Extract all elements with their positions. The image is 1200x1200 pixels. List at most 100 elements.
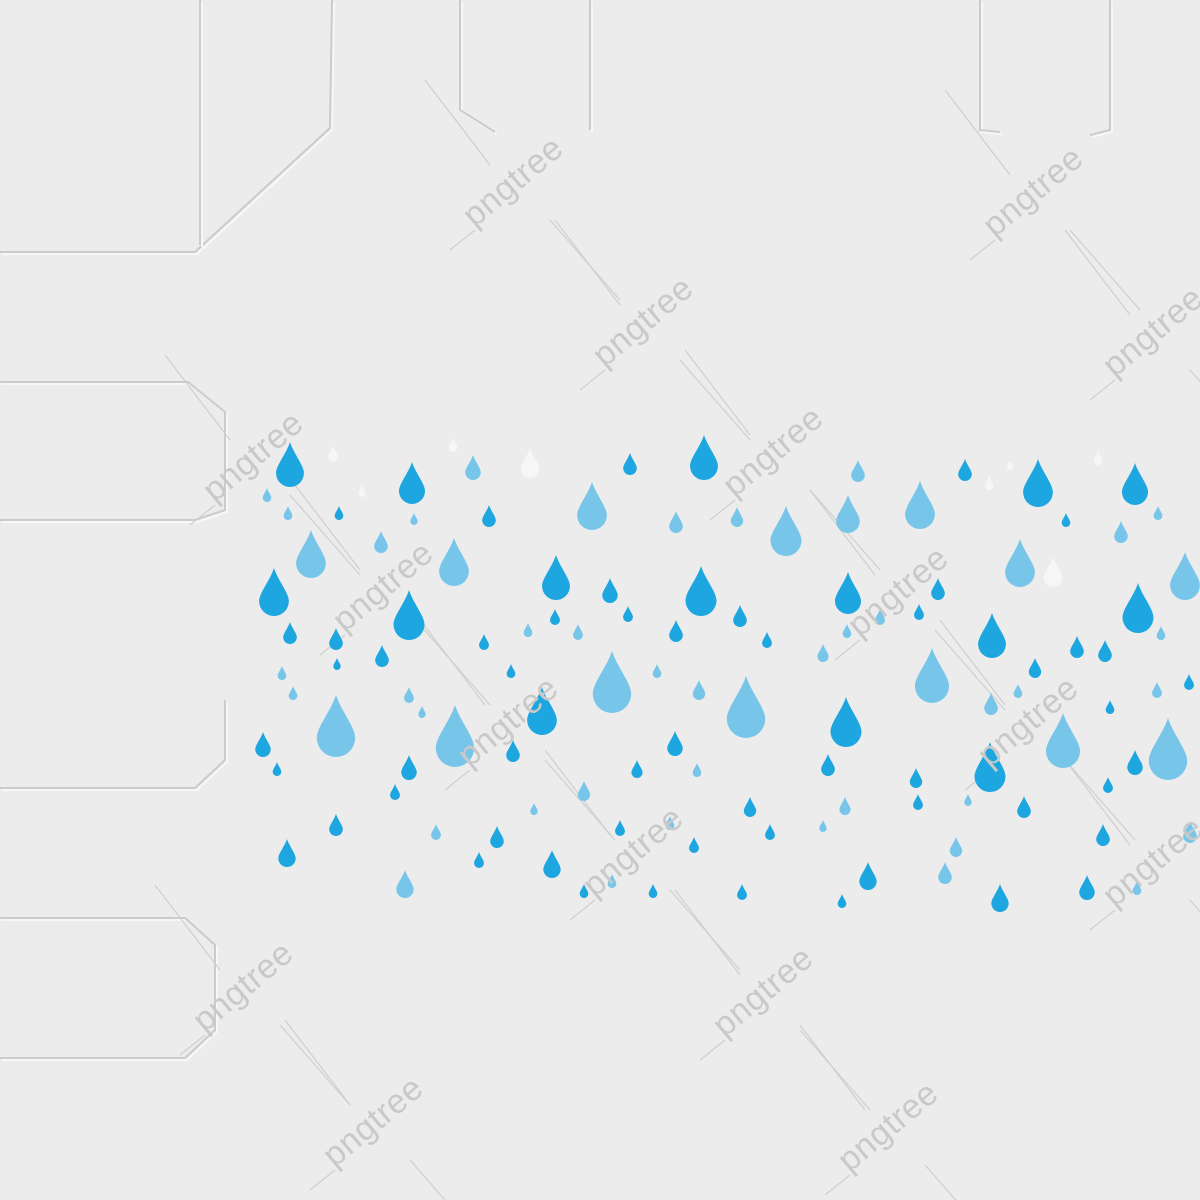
raindrop (431, 824, 441, 840)
raindrop (909, 768, 923, 788)
raindrop (607, 874, 617, 888)
raindrop (964, 794, 972, 806)
raindrop (623, 606, 633, 622)
raindrop (276, 442, 304, 487)
raindrop (573, 624, 583, 640)
raindrop (1156, 626, 1166, 640)
raindrop (1132, 881, 1142, 895)
watermark-line (939, 619, 1006, 706)
watermark-line (409, 1159, 446, 1200)
panel-frame-line (0, 0, 333, 253)
watermark-line (294, 484, 361, 571)
watermark-line (1089, 909, 1116, 931)
raindrop (474, 852, 484, 868)
raindrop (1023, 459, 1053, 507)
raindrop (830, 697, 862, 747)
raindrop (733, 605, 747, 627)
raindrop (905, 481, 935, 529)
raindrop (690, 435, 718, 481)
raindrop (834, 572, 862, 614)
raindrop (418, 706, 426, 718)
raindrop (978, 613, 1006, 658)
raindrop (1152, 682, 1162, 698)
panel-frame-highlight (2, 702, 228, 791)
raindrop (374, 531, 388, 553)
raindrop (837, 894, 847, 908)
raindrop (875, 609, 885, 625)
raindrop (393, 590, 425, 640)
raindrop (328, 446, 338, 462)
raindrop (692, 763, 702, 777)
watermark-line (164, 354, 231, 441)
watermark-line (684, 349, 751, 436)
raindrop (836, 495, 860, 533)
watermark-line (1064, 229, 1131, 316)
raindrop (1061, 513, 1071, 527)
watermark-line (944, 89, 1011, 176)
raindrop (396, 870, 414, 898)
raindrop (914, 648, 950, 703)
raindrop (1043, 557, 1063, 588)
watermark-line (1064, 759, 1131, 846)
watermark-line (1064, 759, 1136, 841)
watermark-line (824, 1174, 851, 1196)
raindrop (329, 628, 343, 650)
raindrop (1183, 821, 1197, 843)
raindrop (652, 664, 662, 678)
watermark-line (1089, 379, 1116, 401)
raindrop (259, 568, 289, 616)
raindrop (465, 455, 481, 480)
raindrop (851, 460, 865, 483)
raindrop (1045, 713, 1081, 769)
raindrop (490, 826, 504, 848)
raindrop (974, 742, 1006, 792)
raindrop (283, 622, 297, 644)
watermark-line (279, 1024, 351, 1106)
panel-frame-line (0, 917, 216, 1059)
panel-frame-line (0, 381, 226, 521)
raindrop (1127, 750, 1143, 775)
raindrop (479, 634, 489, 650)
raindrop (623, 453, 637, 475)
watermark-text: pngtree (830, 1074, 945, 1179)
raindrop (949, 837, 963, 857)
raindrop (842, 624, 852, 639)
panel-frame-highlight (2, 383, 228, 523)
raindrop (1013, 684, 1023, 698)
watermark-line (1189, 369, 1200, 383)
watermark-line (1189, 899, 1200, 913)
raindrop (530, 803, 538, 815)
raindrop (579, 884, 589, 898)
raindrop (435, 705, 475, 767)
watermark-line (309, 1169, 336, 1191)
raindrop (520, 448, 540, 478)
raindrop (648, 884, 658, 898)
raindrop (543, 850, 561, 878)
raindrop (550, 609, 560, 625)
watermark-line (284, 1019, 351, 1106)
raindrop (577, 781, 591, 801)
raindrop (1103, 777, 1113, 793)
raindrop (404, 687, 414, 703)
raindrop (1170, 552, 1200, 600)
raindrop (931, 578, 945, 600)
watermark-line (809, 489, 876, 576)
raindrop (506, 664, 516, 678)
raindrop (765, 824, 775, 841)
watermark-line (969, 239, 996, 261)
raindrop (602, 578, 618, 603)
raindrop (984, 476, 994, 491)
raindrop (859, 862, 877, 890)
watermark-line (799, 1024, 866, 1111)
watermark-line (189, 504, 216, 526)
watermark-text: pngtree (1095, 809, 1200, 914)
raindrop (401, 755, 417, 780)
watermark-line (699, 1039, 726, 1061)
raindrop (737, 884, 747, 900)
raindrop (669, 620, 683, 642)
watermark-line (444, 769, 471, 791)
raindrop (278, 839, 296, 867)
raindrop (1098, 640, 1112, 662)
watermark-text: pngtree (1095, 279, 1200, 384)
